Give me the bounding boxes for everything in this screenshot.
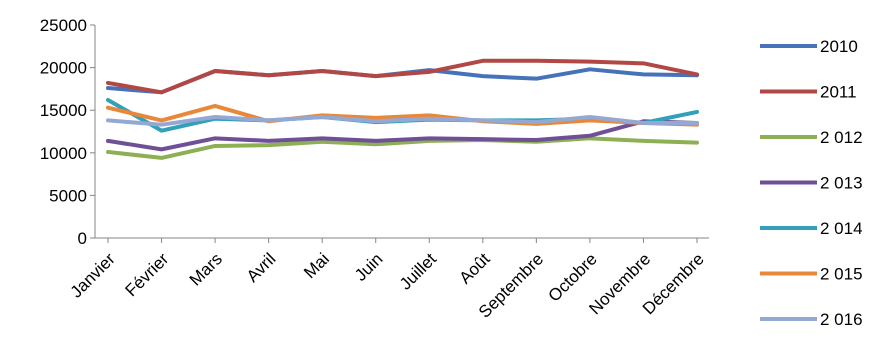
x-tick-label: Juin [351,249,386,284]
series-line-2012 [106,136,699,160]
legend-label: 2011 [820,83,857,102]
series-line-2015 [106,103,699,127]
y-tick-label: 20000 [40,59,87,78]
legend-label: 2010 [820,37,858,56]
legend-label: 2 015 [820,265,863,284]
x-tick-label: Mai [300,249,333,282]
series-line-2011 [106,58,699,95]
x-tick-label: Avril [243,249,280,286]
legend-label: 2 012 [820,128,863,147]
legend: 2010 2011 2 012 2 013 2 014 2 015 2 016 [760,37,863,329]
legend-label: 2 013 [820,174,863,193]
x-tick-label: Mars [186,249,226,289]
legend-label: 2 014 [820,219,863,238]
series-line-2013 [106,119,699,152]
x-tick-label: Juillet [396,249,440,293]
x-tick-label: Août [455,249,493,287]
y-tick-label: 0 [78,229,87,248]
x-tick-label: Février [122,249,173,300]
series-line-2016 [106,115,699,127]
series-lines [106,58,699,160]
y-axis: 0 5000 10000 15000 20000 25000 [40,16,96,248]
y-tick-label: 25000 [40,16,87,35]
legend-label: 2 016 [820,310,863,329]
y-tick-label: 10000 [40,144,87,163]
x-axis: Janvier Février Mars Avril Mai Juin Juillet Aoû… [67,237,709,322]
x-tick-label: Janvier [67,249,119,301]
y-tick-label: 5000 [49,186,87,205]
y-tick-label: 15000 [40,101,87,120]
